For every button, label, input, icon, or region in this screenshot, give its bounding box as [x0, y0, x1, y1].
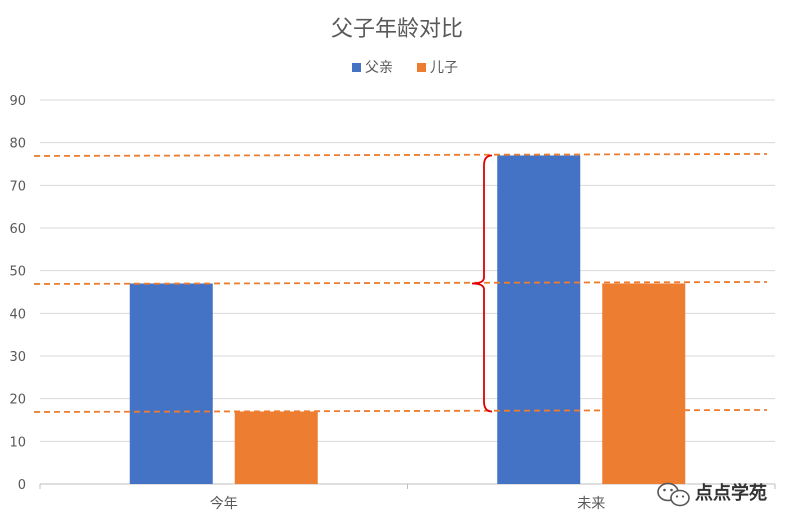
bar [234, 411, 318, 484]
watermark: 点点学苑 [657, 482, 767, 507]
wechat-icon [657, 482, 690, 507]
bracket [471, 154, 493, 413]
bars [129, 155, 686, 484]
y-axis: 0 10 20 30 40 50 60 70 80 90 [9, 94, 26, 493]
y-tick-label: 70 [9, 179, 26, 194]
legend-label: 儿子 [430, 60, 458, 76]
reference-line [33, 409, 768, 413]
y-tick-label: 80 [9, 137, 26, 152]
y-tick-label: 30 [9, 350, 26, 365]
chart-title: 父子年龄对比 [331, 17, 463, 42]
y-tick-label: 20 [9, 393, 26, 408]
y-tick-label: 10 [9, 435, 26, 450]
bar [602, 283, 686, 484]
reference-line [33, 281, 768, 285]
bar [129, 283, 213, 484]
y-tick-label: 40 [9, 307, 26, 322]
y-tick-label: 0 [18, 478, 26, 493]
legend: 父亲 儿子 [352, 60, 458, 76]
reference-line [33, 153, 768, 157]
x-tick-label: 未来 [577, 496, 605, 512]
y-tick-label: 60 [9, 222, 26, 237]
watermark-text: 点点学苑 [695, 482, 767, 504]
legend-swatch [352, 63, 361, 72]
y-tick-label: 50 [9, 265, 26, 280]
annotations [33, 153, 768, 413]
x-tick-label: 今年 [210, 496, 238, 512]
x-axis: 今年 未来 [39, 484, 776, 512]
legend-swatch [417, 63, 426, 72]
legend-label: 父亲 [365, 60, 393, 76]
y-tick-label: 90 [9, 94, 26, 109]
bar [497, 155, 581, 484]
